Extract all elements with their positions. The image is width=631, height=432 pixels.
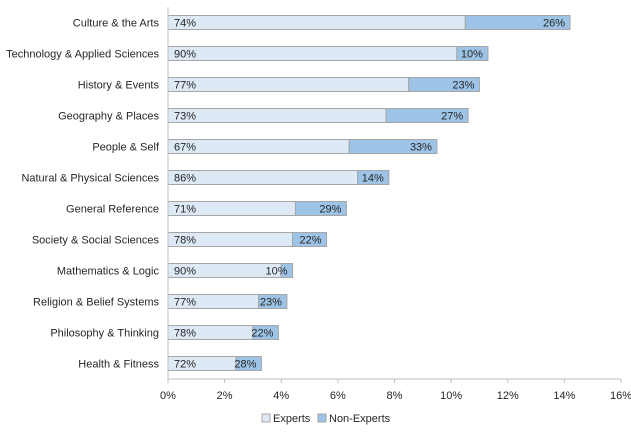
experts-percent-label: 73% (174, 111, 196, 123)
experts-percent-label: 74% (174, 18, 196, 30)
non-experts-percent-label: 27% (441, 111, 463, 123)
category-label: People & Self (92, 142, 160, 154)
experts-percent-label: 77% (174, 80, 196, 92)
legend-label-experts: Experts (273, 413, 311, 425)
category-label: Mathematics & Logic (57, 266, 160, 278)
category-label: History & Events (78, 80, 160, 92)
bar-segment-non-experts (280, 263, 294, 278)
category-label: Health & Fitness (78, 359, 159, 371)
non-experts-percent-label: 10% (461, 49, 483, 61)
category-label: Society & Social Sciences (32, 235, 160, 247)
experts-percent-label: 90% (174, 266, 196, 278)
bar-segment-experts (167, 15, 466, 30)
non-experts-percent-label: 23% (452, 80, 474, 92)
bar-segment-experts (167, 108, 387, 123)
experts-percent-label: 67% (174, 142, 196, 154)
legend: Experts Non-Experts (261, 413, 391, 425)
category-labels-group: Culture & the Arts Technology & Applied S… (6, 18, 160, 371)
experts-percent-label: 77% (174, 297, 196, 309)
bar-segment-non-experts (235, 356, 262, 371)
legend-swatch-non-experts (317, 413, 327, 423)
x-tick-label: 8% (387, 390, 403, 402)
bar-segment-experts (167, 170, 359, 185)
category-label: Philosophy & Thinking (50, 328, 159, 340)
non-experts-percent-label: 22% (251, 328, 273, 340)
experts-percent-label: 78% (174, 328, 196, 340)
experts-percent-label: 71% (174, 204, 196, 216)
non-experts-percent-label: 23% (260, 297, 282, 309)
experts-percent-label: 72% (174, 359, 196, 371)
x-tick-label: 4% (273, 390, 289, 402)
experts-percent-label: 86% (174, 173, 196, 185)
bar-segment-non-experts (292, 232, 328, 247)
segment-labels-group: 74% 26% 90% 10% 77% 23% 73% 27% 67% 33% 86% 14% 71% 2… (174, 18, 565, 371)
bar-segment-non-experts (348, 139, 438, 154)
non-experts-percent-label: 14% (362, 173, 384, 185)
bar-segment-non-experts (464, 15, 571, 30)
category-label: General Reference (66, 204, 159, 216)
bar-segment-experts (167, 77, 410, 92)
x-tick-label: 10% (440, 390, 462, 402)
experts-percent-label: 78% (174, 235, 196, 247)
legend-label-non-experts: Non-Experts (329, 413, 391, 425)
category-label: Natural & Physical Sciences (21, 173, 159, 185)
bar-segment-non-experts (252, 325, 279, 340)
category-label: Religion & Belief Systems (33, 297, 159, 309)
non-experts-percent-label: 29% (319, 204, 341, 216)
bar-segment-non-experts (385, 108, 469, 123)
non-experts-percent-label: 33% (410, 142, 432, 154)
bar-segment-non-experts (357, 170, 390, 185)
x-tick-label: 14% (553, 390, 575, 402)
experts-percent-label: 90% (174, 49, 196, 61)
category-label: Technology & Applied Sciences (6, 49, 159, 61)
x-axis: 0% 2% 4% 6% 8% 10% 12% 14% 16% (160, 7, 631, 402)
non-experts-percent-label: 28% (234, 359, 256, 371)
x-tick-label: 12% (497, 390, 519, 402)
bars-group (167, 15, 571, 371)
non-experts-percent-label: 10% (266, 266, 288, 278)
category-label: Geography & Places (58, 111, 159, 123)
x-tick-label: 16% (610, 390, 631, 402)
bar-segment-non-experts (294, 201, 347, 216)
x-tick-label: 0% (160, 390, 176, 402)
bar-segment-experts (167, 46, 458, 61)
non-experts-percent-label: 26% (543, 18, 565, 30)
x-tick-label: 2% (217, 390, 233, 402)
bar-segment-non-experts (408, 77, 480, 92)
non-experts-percent-label: 22% (300, 235, 322, 247)
category-label: Culture & the Arts (73, 18, 160, 30)
x-tick-label: 6% (330, 390, 346, 402)
legend-swatch-experts (261, 413, 271, 423)
bar-segment-non-experts (258, 294, 288, 309)
bar-segment-non-experts (456, 46, 489, 61)
